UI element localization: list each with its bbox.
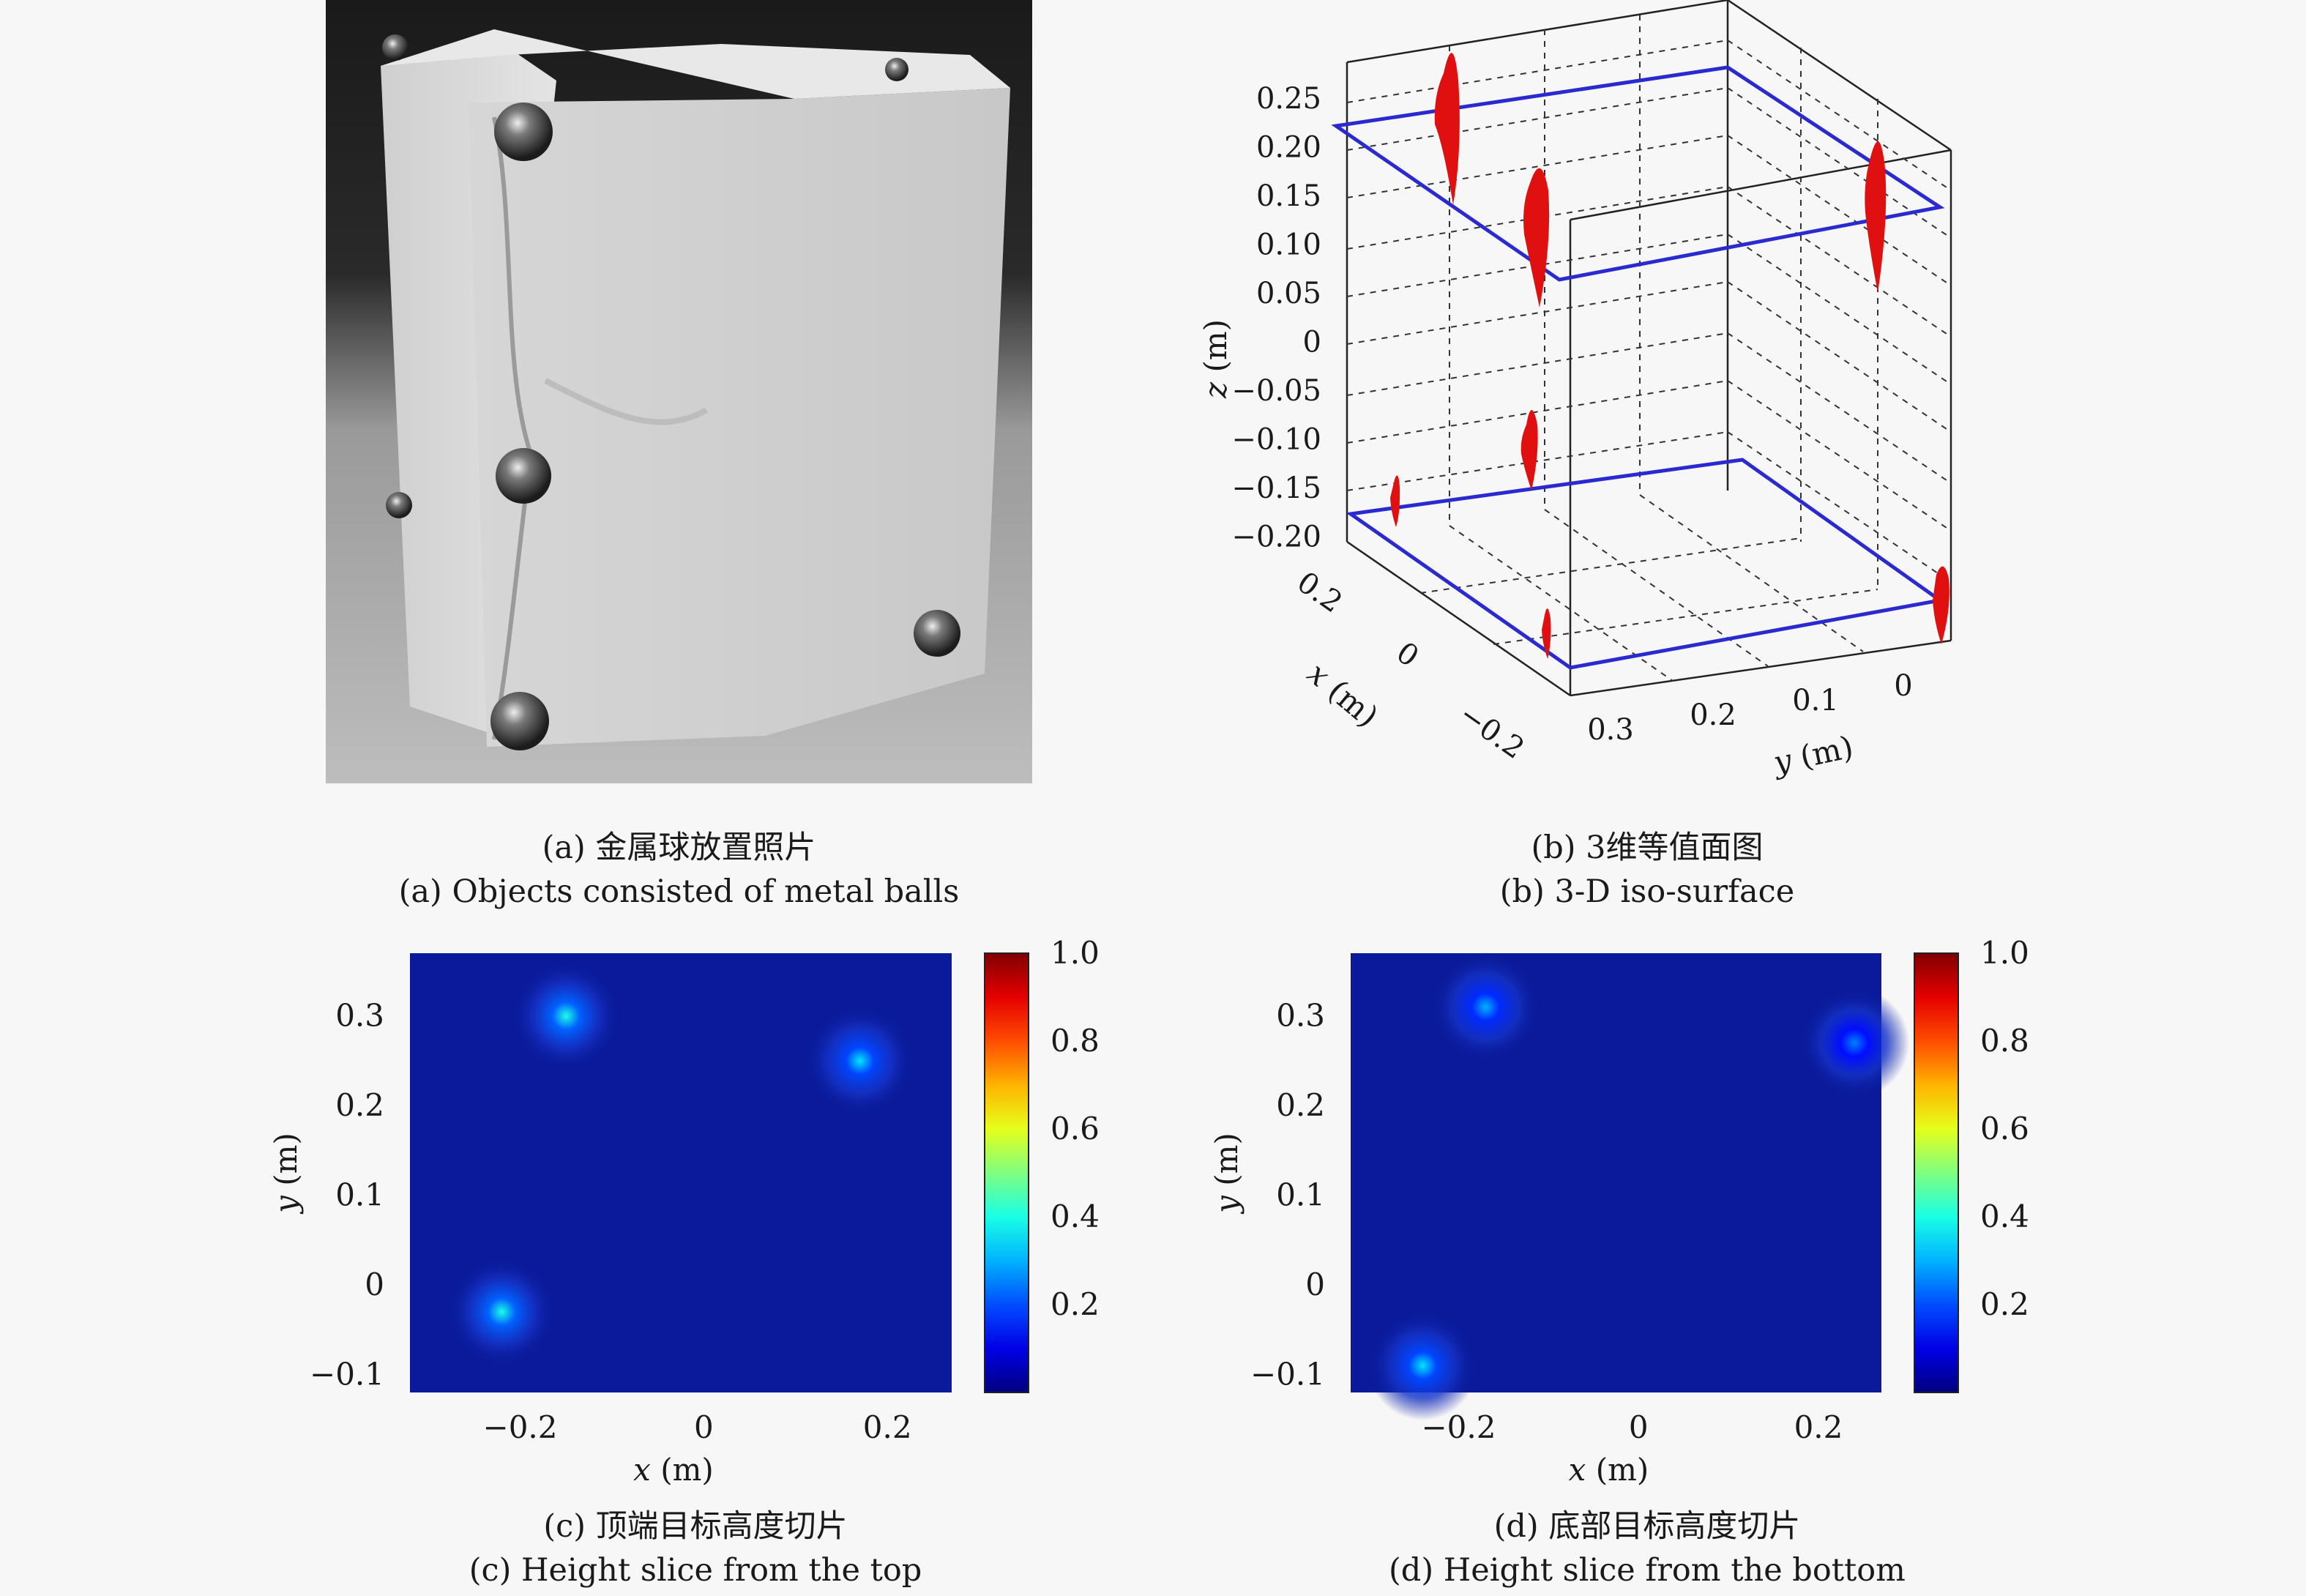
- z-tick-label: 0.25: [1256, 82, 1321, 116]
- z-tick-label: 0: [1303, 326, 1321, 359]
- colorbar-tick-label: 0.4: [1980, 1198, 2029, 1234]
- x-tick-label: 0: [1629, 1409, 1649, 1445]
- colorbar-tick-label: 1.0: [1980, 935, 2029, 971]
- figure-b: 0.25 0.20 0.15 0.10 0.05 0 −0.05 −0.10 −0.15 −0.2…: [1171, 0, 1977, 813]
- z-axis-ticks: 0.25 0.20 0.15 0.10 0.05 0 −0.05 −0.10 −0.15 −0.2…: [1231, 82, 1321, 554]
- figure-a: [326, 0, 1032, 783]
- heatmap-bottom: 0.3 0.2 0.1 0 −0.1 −0.2 0 0.2 y (m) x (m) 1.0 0.8 0.…: [1209, 935, 2029, 1488]
- colorbar-tick-label: 0.2: [1051, 1286, 1100, 1322]
- y-tick-label: 0.3: [1276, 998, 1325, 1034]
- z-tick-label: −0.10: [1231, 423, 1321, 457]
- caption-d-en: (d) Height slice from the bottom: [1389, 1552, 1906, 1589]
- x-axis-label: x (m): [633, 1452, 714, 1486]
- z-tick-label: −0.20: [1231, 521, 1321, 554]
- colorbar-tick-label: 0.8: [1980, 1023, 2029, 1059]
- caption-c-en: (c) Height slice from the top: [469, 1552, 922, 1589]
- hot-spot: [1430, 952, 1541, 1062]
- y-axis-label: y (m): [1769, 728, 1856, 780]
- y-axis-ticks: 0.3 0.2 0.1 0: [1587, 669, 1913, 747]
- metal-balls-photo: [326, 0, 1032, 783]
- colorbar-tick-label: 0.2: [1980, 1286, 2029, 1322]
- z-tick-label: 0.15: [1256, 179, 1321, 213]
- caption-c-zh: (c) 顶端目标高度切片: [543, 1508, 848, 1545]
- x-tick-label: 0: [694, 1409, 714, 1445]
- y-tick-label: 0.2: [335, 1087, 384, 1123]
- y-tick-label: −0.1: [310, 1357, 384, 1392]
- y-tick-label: 0: [365, 1267, 384, 1302]
- colorbar-tick-label: 0.6: [1980, 1111, 2029, 1146]
- z-tick-label: 0.05: [1256, 277, 1321, 310]
- y-axis-label: y (m): [271, 1133, 304, 1215]
- caption-a-zh: (a) 金属球放置照片: [542, 829, 816, 866]
- y-tick-label: 0.2: [1690, 698, 1736, 732]
- x-tick-label: 0.2: [1794, 1409, 1843, 1445]
- z-tick-label: 0.20: [1256, 131, 1321, 165]
- colorbar: [1914, 952, 1959, 1393]
- x-tick-label: 0.2: [1291, 565, 1348, 619]
- x-tick-label: 0.2: [863, 1409, 912, 1445]
- heatmap-top: 0.3 0.2 0.1 0 −0.1 −0.2 0 0.2 y (m) x (m) 1.0 0.8 0.…: [268, 935, 1100, 1488]
- caption-b-en: (b) 3-D iso-surface: [1499, 873, 1795, 910]
- y-tick-label: 0.1: [1276, 1177, 1325, 1213]
- colorbar-tick-label: 1.0: [1051, 935, 1100, 971]
- hot-spot: [805, 1005, 915, 1116]
- hot-spot: [1799, 988, 1910, 1098]
- x-axis-label: x (m): [1301, 655, 1385, 734]
- caption-a-en: (a) Objects consisted of metal balls: [398, 873, 960, 910]
- hot-spot: [511, 961, 622, 1071]
- z-tick-label: −0.05: [1231, 374, 1321, 408]
- y-tick-label: 0: [1305, 1267, 1325, 1302]
- y-axis-label: y (m): [1212, 1133, 1245, 1215]
- caption-d-zh: (d) 底部目标高度切片: [1493, 1508, 1801, 1545]
- colorbar-tick-label: 0.4: [1051, 1198, 1100, 1234]
- y-tick-label: −0.1: [1250, 1357, 1325, 1392]
- y-tick-label: 0.1: [335, 1177, 384, 1213]
- y-tick-label: 0.2: [1276, 1087, 1325, 1123]
- hot-spot: [447, 1256, 557, 1367]
- z-axis-label: z (m): [1198, 319, 1234, 399]
- colorbar: [984, 952, 1029, 1393]
- z-tick-label: −0.15: [1231, 471, 1321, 505]
- z-tick-label: 0.10: [1256, 228, 1321, 262]
- figure-c: 0.3 0.2 0.1 0 −0.1 −0.2 0 0.2 y (m) x (m) 1.0 0.8 0.…: [268, 926, 1149, 1488]
- x-tick-label: 0: [1390, 635, 1425, 674]
- colorbar-tick-label: 0.8: [1051, 1023, 1100, 1059]
- colorbar-tick-label: 0.6: [1051, 1111, 1100, 1146]
- iso-surface-plot: 0.250.200.150.100.050−0.05−0.10−0.15−0.2…: [1198, 0, 1952, 781]
- y-tick-label: 0.3: [335, 998, 384, 1034]
- y-tick-label: 0.3: [1587, 713, 1634, 747]
- hot-spot: [1367, 1310, 1478, 1421]
- x-tick-label: −0.2: [1452, 698, 1530, 766]
- x-tick-label: −0.2: [483, 1409, 558, 1445]
- x-tick-label: −0.2: [1421, 1409, 1496, 1445]
- y-tick-label: 0: [1894, 669, 1912, 703]
- x-axis-label: x (m): [1569, 1452, 1649, 1486]
- figure-d: 0.3 0.2 0.1 0 −0.1 −0.2 0 0.2 y (m) x (m) 1.0 0.8 0.…: [1209, 926, 2090, 1488]
- caption-b-zh: (b) 3维等值面图: [1531, 829, 1764, 866]
- y-tick-label: 0.1: [1792, 684, 1839, 717]
